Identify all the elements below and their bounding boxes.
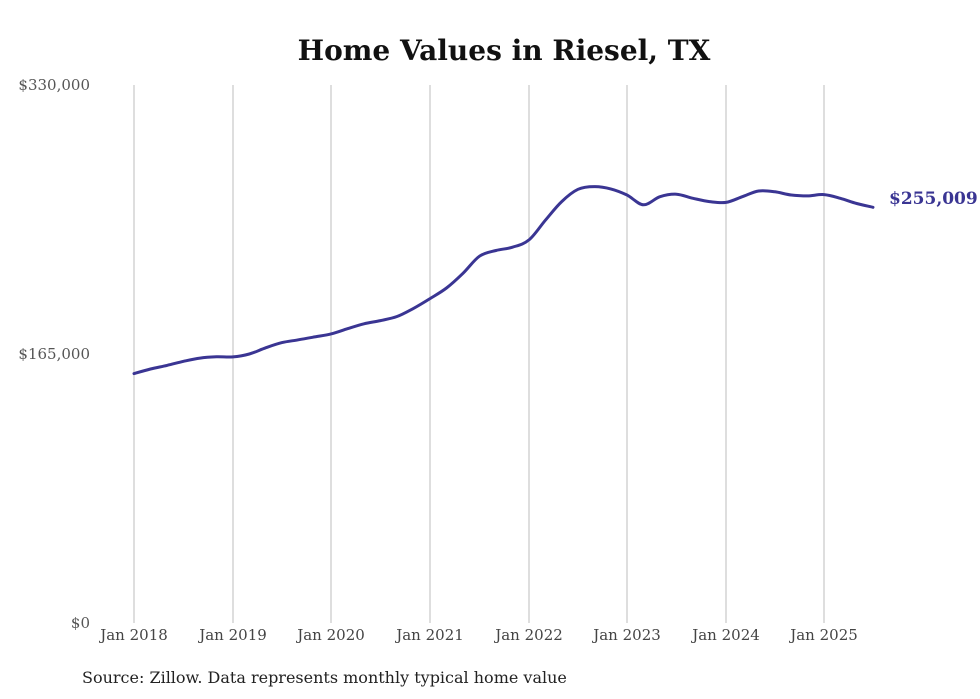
x-tick-label: Jan 2025 xyxy=(788,626,858,644)
x-tick-label: Jan 2024 xyxy=(690,626,760,644)
x-tick-label: Jan 2021 xyxy=(394,626,464,644)
end-value-label: $255,009 xyxy=(889,189,978,209)
x-axis-ticks: Jan 2018 Jan 2019 Jan 2020 Jan 2021 Jan 2022… xyxy=(98,626,858,644)
grid-lines xyxy=(133,85,825,623)
x-tick-label: Jan 2022 xyxy=(493,626,563,644)
x-tick-label: Jan 2020 xyxy=(295,626,365,644)
x-tick-label: Jan 2023 xyxy=(591,626,661,644)
x-tick-label: Jan 2019 xyxy=(197,626,267,644)
y-tick-label: $165,000 xyxy=(18,345,90,363)
source-note: Source: Zillow. Data represents monthly … xyxy=(82,668,567,687)
series-line xyxy=(132,185,875,376)
y-tick-label: $330,000 xyxy=(18,76,90,94)
y-tick-label: $0 xyxy=(71,614,90,632)
x-tick-label: Jan 2018 xyxy=(98,626,168,644)
chart-title: Home Values in Riesel, TX xyxy=(298,34,711,67)
y-axis-ticks: $0 $165,000 $330,000 xyxy=(18,76,90,632)
